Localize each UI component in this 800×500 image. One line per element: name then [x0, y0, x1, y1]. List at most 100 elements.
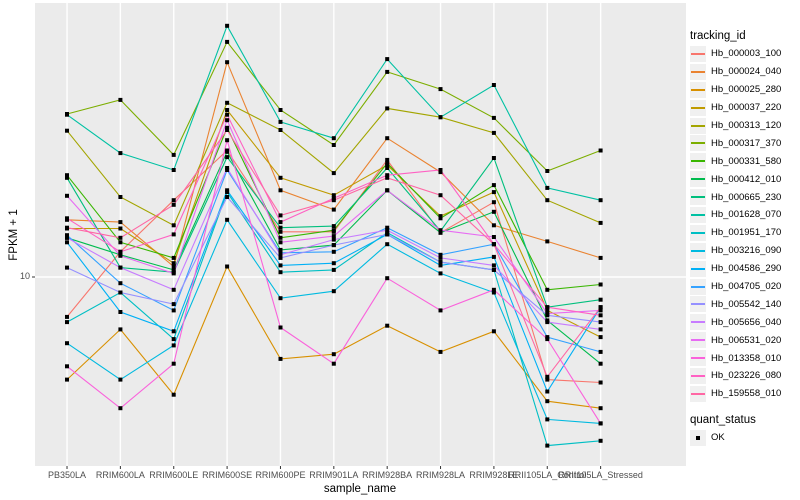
data-point — [385, 161, 390, 166]
legend-item-label: Hb_001951_170 — [711, 227, 782, 239]
data-point — [225, 155, 230, 160]
data-point — [65, 175, 69, 180]
data-point — [385, 69, 390, 74]
data-point — [491, 267, 496, 272]
legend-key-line-icon — [690, 99, 706, 116]
x-tick-label: RRIM928BA — [362, 470, 413, 480]
legend-item: Hb_001628_070 — [690, 206, 798, 224]
legend-item: Hb_159558_010 — [690, 385, 798, 403]
data-point — [225, 166, 230, 170]
legend-key-line-icon — [690, 350, 706, 367]
data-point — [385, 232, 390, 237]
data-point — [118, 265, 123, 270]
legend-item: Hb_006531_020 — [690, 331, 798, 349]
data-point — [598, 320, 603, 325]
x-tick-label: RRIM901LA — [309, 470, 359, 480]
data-point — [438, 87, 443, 92]
data-point — [171, 261, 176, 266]
legend-item: Hb_013358_010 — [690, 349, 798, 367]
legend-key-line-icon — [690, 63, 706, 80]
x-axis-title: sample_name — [323, 483, 397, 495]
data-point — [118, 310, 123, 314]
data-point — [171, 168, 176, 172]
data-point — [438, 168, 443, 172]
data-point — [118, 249, 123, 254]
data-point — [278, 325, 283, 330]
x-tick-label: RRIM928LE — [469, 470, 519, 480]
data-point — [598, 421, 603, 426]
data-point — [225, 100, 230, 105]
data-point — [278, 128, 283, 132]
data-point — [225, 112, 230, 117]
data-point — [278, 175, 283, 180]
legend-key-line-icon — [690, 224, 706, 241]
data-point — [278, 119, 283, 124]
legend-item-label: Hb_000412_010 — [711, 173, 782, 185]
legend-item: Hb_003216_090 — [690, 242, 798, 260]
data-point — [491, 200, 496, 205]
data-point — [278, 247, 283, 252]
data-point — [385, 175, 390, 180]
legend-key-line-icon — [690, 135, 706, 152]
legend-key-line-icon — [690, 314, 706, 331]
x-tick-label: RRII105LA_Control — [508, 470, 587, 480]
data-point — [118, 290, 123, 295]
data-point — [545, 311, 550, 316]
x-tick-label: RRIM600PE — [255, 470, 306, 480]
legend-key-line-icon — [690, 296, 706, 313]
data-point — [118, 281, 123, 286]
data-point — [545, 320, 550, 325]
data-point — [65, 377, 69, 382]
data-point — [225, 108, 230, 112]
x-tick-label: RRIM600LA — [95, 470, 145, 480]
data-point — [118, 195, 123, 199]
data-point — [171, 308, 176, 313]
data-point — [331, 261, 336, 266]
legend-item-label: Hb_000024_040 — [711, 66, 782, 78]
legend-item-label: Hb_023226_080 — [711, 370, 782, 382]
data-point — [278, 188, 283, 193]
data-point — [331, 267, 336, 272]
data-point — [331, 198, 336, 203]
data-point — [118, 226, 123, 231]
data-point — [65, 320, 69, 325]
data-point — [331, 224, 336, 229]
legend-item: Hb_000412_010 — [690, 170, 798, 188]
y-tick-label: 10 — [19, 271, 30, 281]
legend-item-label: Hb_001628_070 — [711, 209, 782, 221]
data-point — [545, 308, 550, 313]
data-point — [598, 406, 603, 411]
legend-item: Hb_005656_040 — [690, 313, 798, 331]
x-tick-label: PB350LA — [48, 470, 87, 480]
data-point — [118, 377, 123, 382]
data-point — [171, 232, 176, 237]
legend-item-label: Hb_000331_580 — [711, 155, 782, 167]
data-point — [331, 249, 336, 254]
data-point — [225, 23, 230, 28]
quant-legend-title: quant_status — [690, 413, 756, 426]
legend-item: Hb_000313_120 — [690, 117, 798, 135]
data-point — [331, 207, 336, 212]
data-point — [545, 169, 550, 173]
data-point — [171, 264, 176, 269]
data-point — [331, 234, 336, 239]
data-point — [171, 302, 176, 307]
data-point — [438, 271, 443, 276]
legend-item: Hb_000665_230 — [690, 188, 798, 206]
data-point — [545, 185, 550, 190]
data-point — [598, 198, 603, 203]
data-point — [118, 97, 123, 102]
data-point — [545, 399, 550, 404]
data-point — [65, 128, 69, 133]
data-point — [331, 143, 336, 147]
data-point — [331, 171, 336, 176]
data-point — [225, 188, 230, 193]
data-point — [598, 255, 603, 260]
data-point — [385, 106, 390, 111]
data-point — [385, 225, 390, 230]
data-point — [171, 152, 176, 157]
data-point — [171, 255, 176, 260]
data-point — [331, 193, 336, 198]
data-point — [598, 297, 603, 302]
data-point — [65, 341, 69, 346]
